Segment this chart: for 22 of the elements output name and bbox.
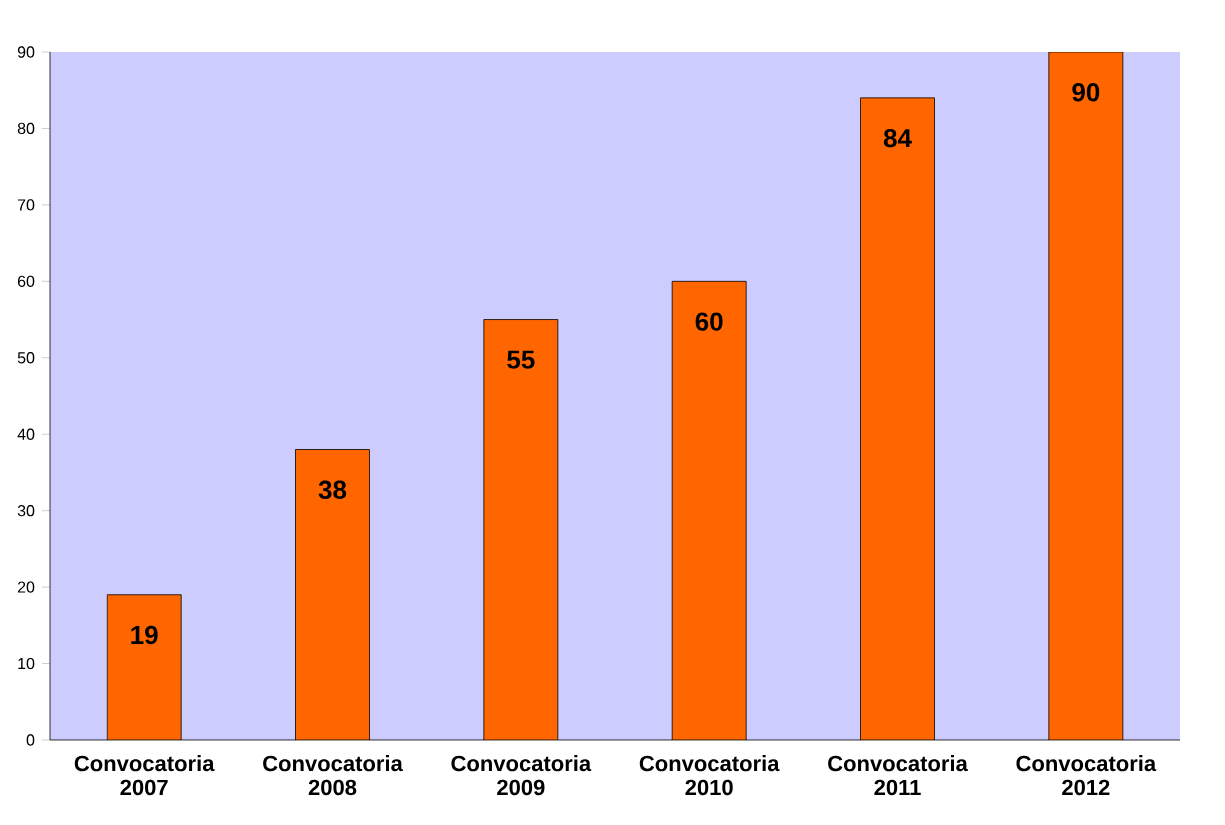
- x-tick-label: Convocatoria 2010: [639, 755, 780, 796]
- data-label: 84: [883, 128, 912, 148]
- data-label: 55: [507, 350, 535, 369]
- x-tick-label: Convocatoria 2009: [451, 755, 592, 796]
- x-tick-label: Convocatoria 2012: [1016, 755, 1157, 796]
- x-tick-label: Convocatoria 2007: [74, 755, 215, 796]
- y-tick-label: 90: [17, 46, 35, 58]
- y-tick-label: 0: [26, 734, 35, 746]
- data-label: 19: [131, 625, 158, 645]
- y-tick-label: 10: [18, 657, 35, 670]
- y-tick-label: 50: [17, 352, 35, 364]
- x-tick-label: Convocatoria 2008: [263, 755, 403, 796]
- data-label: 60: [695, 312, 723, 331]
- y-tick-label: 60: [17, 275, 35, 287]
- y-tick-label: 20: [17, 581, 35, 593]
- x-tick-label: Convocatoria 2011: [828, 755, 968, 796]
- y-tick-label: 40: [17, 428, 35, 440]
- data-label: 38: [318, 480, 347, 500]
- data-label: 90: [1072, 83, 1100, 102]
- y-tick-label: 30: [17, 505, 35, 517]
- y-tick-label: 80: [17, 122, 35, 135]
- y-tick-label: 70: [17, 199, 35, 211]
